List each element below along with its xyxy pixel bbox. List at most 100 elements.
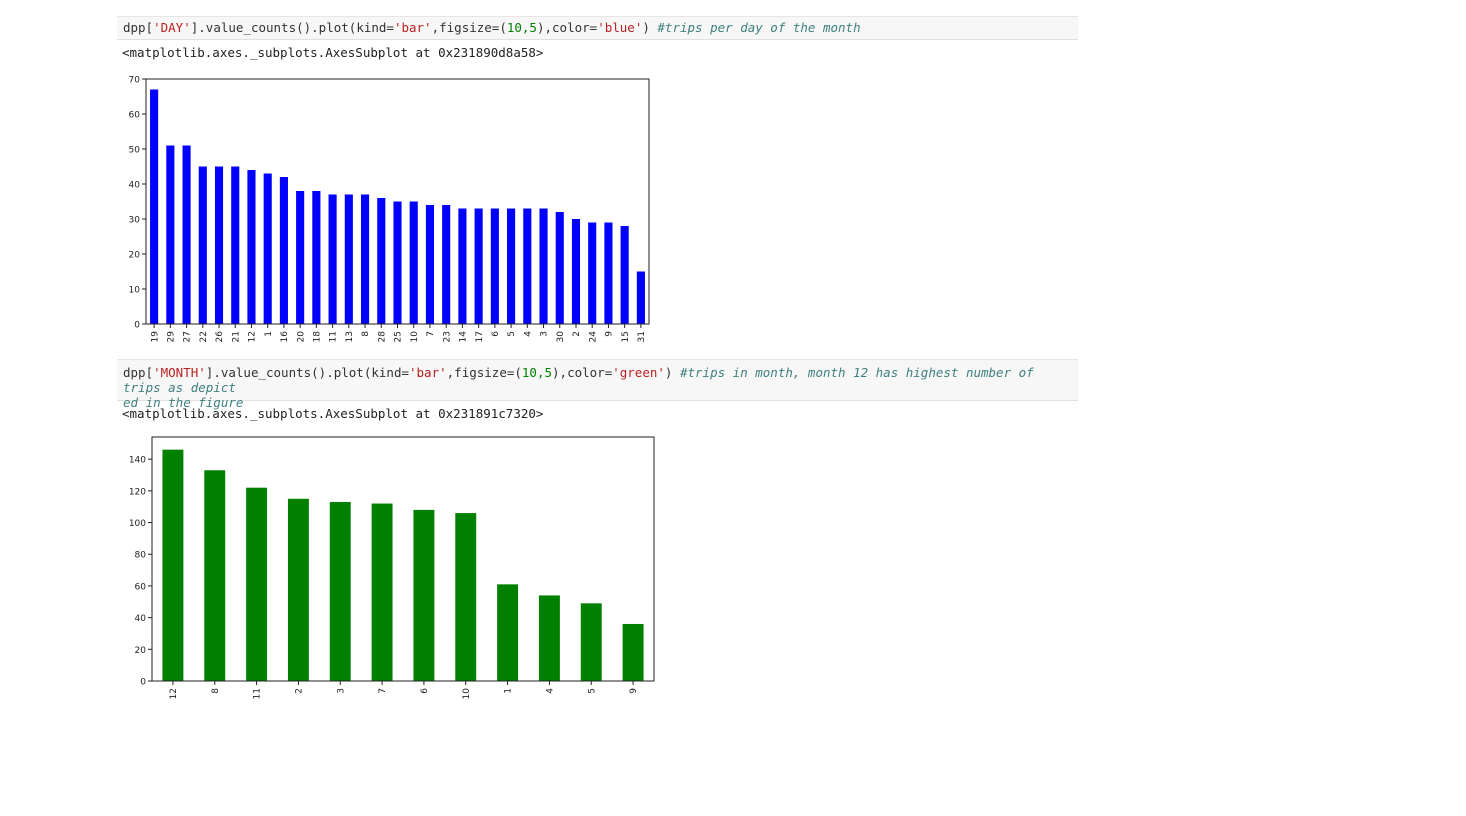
bar-17 [474,208,483,324]
bar-21 [231,166,240,324]
code-number: 10,5 [521,365,553,380]
bar-14 [458,208,467,324]
x-tick-label: 1 [504,688,514,694]
x-tick-label: 29 [166,331,176,343]
code-text: dpp[ [123,20,154,35]
bar-5 [507,208,516,324]
x-tick-label: 4 [523,331,533,337]
code-text: ].value_counts().plot(kind= [205,365,409,380]
code-number: 10,5 [506,20,537,35]
y-tick-label: 40 [135,614,147,624]
y-tick-label: 0 [134,321,140,331]
x-tick-label: 7 [378,688,388,694]
bar-6 [490,208,499,324]
bar-30 [555,212,564,324]
cell-output-month: <matplotlib.axes._subplots.AxesSubplot a… [122,406,544,421]
x-tick-label: 22 [199,331,209,342]
y-tick-label: 80 [135,551,147,561]
bar-20 [296,191,305,324]
bar-27 [182,145,191,324]
x-tick-label: 21 [231,331,241,342]
plot-frame [151,436,655,682]
bar-2 [287,498,309,681]
x-tick-label: 11 [329,331,339,342]
x-tick-label: 9 [605,331,615,337]
x-tick-label: 2 [572,331,582,337]
bar-9 [622,623,644,681]
bar-7 [425,205,435,324]
bar-25 [393,201,402,324]
cell-output-day: <matplotlib.axes._subplots.AxesSubplot a… [122,45,544,60]
y-tick-label: 20 [129,251,141,261]
x-tick-label: 12 [248,331,258,342]
code-text: ].value_counts().plot(kind= [190,20,394,35]
x-tick-label: 8 [361,331,371,337]
x-tick-label: 2 [295,688,305,694]
x-tick-label: 5 [587,688,597,694]
code-cell-day[interactable]: dpp['DAY'].value_counts().plot(kind='bar… [117,16,1078,40]
code-text: ),color= [536,20,598,35]
y-tick-label: 60 [135,582,147,592]
code-string: 'DAY' [153,20,191,35]
x-tick-label: 14 [459,331,469,343]
bar-29 [166,145,175,324]
bar-1 [263,173,272,324]
x-tick-label: 28 [377,331,387,343]
code-string: 'bar' [393,20,432,35]
x-tick-label: 25 [394,331,404,342]
code-string: 'blue' [597,20,643,35]
x-tick-label: 9 [629,688,639,694]
x-tick-label: 1 [264,331,274,337]
x-tick-label: 18 [313,331,323,343]
code-text: ) [664,365,680,380]
x-tick-label: 6 [491,331,501,337]
bar-24 [588,222,597,324]
code-text: dpp[ [123,365,154,380]
y-tick-label: 140 [129,456,146,466]
x-tick-label: 24 [588,331,598,343]
x-tick-label: 7 [426,331,436,337]
bar-7 [371,503,393,681]
bar-9 [604,222,613,324]
x-tick-label: 11 [253,688,263,699]
x-tick-label: 30 [556,331,566,343]
bar-1 [497,584,519,681]
bar-12 [162,449,184,681]
y-tick-label: 60 [129,111,141,121]
bar-31 [636,271,645,324]
x-tick-label: 15 [621,331,631,342]
code-text: ),color= [552,365,613,380]
bar-11 [328,194,337,324]
x-tick-label: 16 [280,331,290,343]
bar-10 [409,201,418,324]
x-tick-label: 10 [462,688,472,700]
y-tick-label: 70 [129,76,141,86]
code-text: ,figsize=( [431,20,507,35]
bar-5 [580,603,602,681]
x-tick-label: 10 [410,331,420,343]
x-tick-label: 8 [211,688,221,694]
x-tick-label: 26 [215,331,225,343]
bar-15 [620,226,629,324]
bar-23 [442,205,451,324]
x-tick-label: 13 [345,331,355,342]
bar-2 [571,219,581,324]
code-cell-month[interactable]: dpp['MONTH'].value_counts().plot(kind='b… [117,359,1078,410]
y-tick-label: 40 [129,181,141,191]
bar-16 [279,177,288,324]
x-tick-label: 6 [420,688,430,694]
y-tick-label: 0 [140,678,146,688]
x-tick-label: 4 [546,688,556,694]
y-tick-label: 100 [129,519,146,529]
bar-12 [247,170,256,324]
code-string: 'green' [612,365,665,380]
x-tick-label: 12 [169,688,179,699]
bar-22 [198,166,207,324]
bar-8 [360,194,370,324]
bar-3 [329,501,351,681]
code-text: ) [642,20,658,35]
bar-28 [377,198,386,324]
bar-11 [246,487,268,681]
bar-8 [204,470,226,681]
